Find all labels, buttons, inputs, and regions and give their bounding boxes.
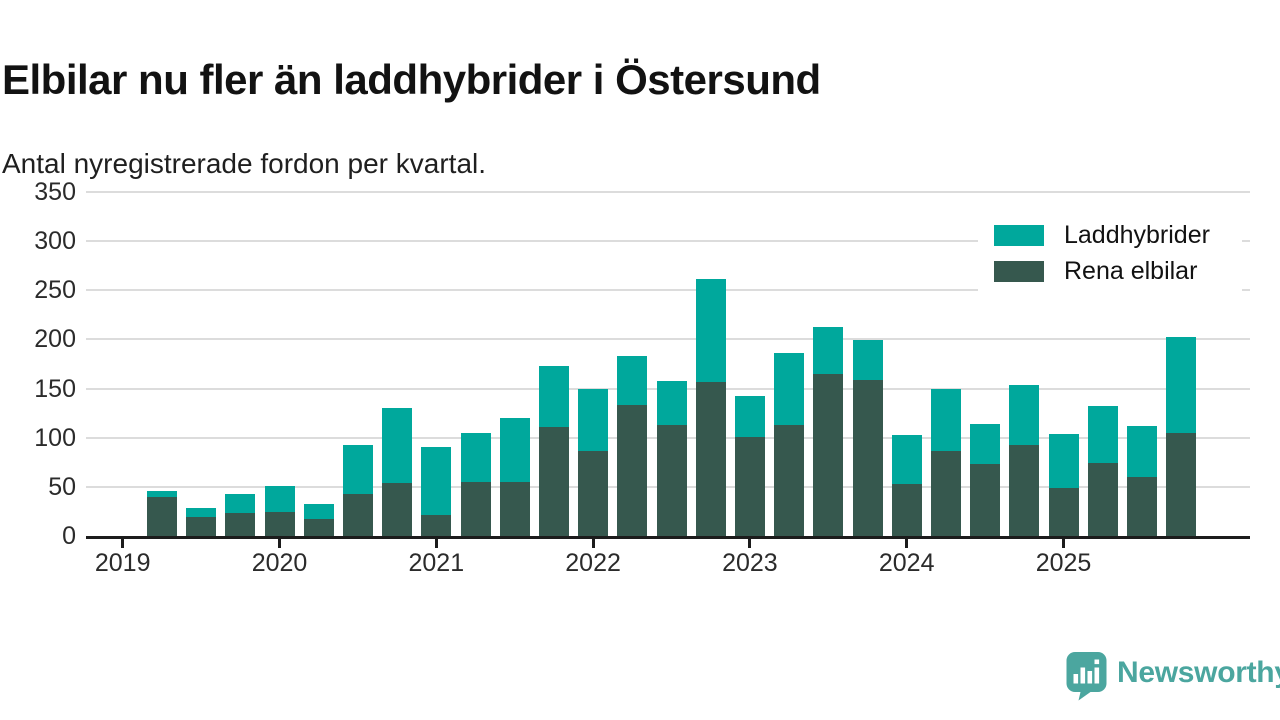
y-tick-label: 350	[34, 178, 76, 206]
bar-2022-Q4-laddhybrider	[695, 278, 726, 382]
bar-2022-Q3-rena-elbilar	[656, 424, 687, 536]
bar-2024-Q2-rena-elbilar	[930, 450, 961, 536]
bar-2024-Q1-rena-elbilar	[891, 483, 922, 536]
bar-2020-Q2-rena-elbilar	[303, 519, 334, 536]
bar-2025-Q4-laddhybrider	[1166, 337, 1197, 433]
bar-2023-Q4-rena-elbilar	[852, 379, 883, 536]
bar-2025-Q1-rena-elbilar	[1048, 487, 1079, 536]
x-tick-2023	[748, 539, 752, 548]
plot-area	[86, 191, 1250, 548]
bar-2019-Q4-laddhybrider	[225, 493, 256, 514]
y-tick-label: 100	[34, 423, 76, 452]
x-tick-2019	[121, 539, 125, 548]
y-tick-label: 250	[34, 276, 76, 305]
bar-2023-Q2-rena-elbilar	[774, 424, 805, 536]
bar-2021-Q4-rena-elbilar	[538, 426, 569, 536]
bar-2022-Q1-rena-elbilar	[578, 450, 609, 536]
x-tick-label-2025: 2025	[1035, 549, 1092, 577]
x-tick-label-2023: 2023	[722, 549, 778, 577]
bar-2020-Q1-laddhybrider	[264, 485, 295, 513]
page-subtitle: Antal nyregistrerade fordon per kvartal.	[2, 148, 487, 179]
y-tick-label: 300	[34, 227, 76, 256]
x-tick-2025	[1062, 539, 1065, 548]
bar-2020-Q4-laddhybrider	[382, 408, 413, 483]
x-tick-label-2019: 2019	[94, 549, 151, 577]
bar-2022-Q1-laddhybrider	[578, 388, 609, 451]
bar-2023-Q3-rena-elbilar	[813, 373, 844, 536]
gridline-250	[86, 289, 1250, 292]
bar-2020-Q3-rena-elbilar	[342, 493, 373, 536]
legend: Laddhybrider Rena elbilar	[978, 206, 1242, 303]
bar-2020-Q2-laddhybrider	[303, 503, 334, 520]
bar-2025-Q2-laddhybrider	[1087, 406, 1118, 464]
bar-2023-Q1-rena-elbilar	[734, 436, 765, 536]
x-tick-2022	[591, 539, 595, 548]
bar-2022-Q2-laddhybrider	[617, 356, 648, 406]
bar-2021-Q4-laddhybrider	[538, 365, 569, 427]
legend-item-laddhybrider: Laddhybrider	[994, 221, 1242, 250]
y-axis: 0 50 100 150 200 250 300 350	[0, 178, 76, 550]
x-tick-2024	[905, 539, 909, 548]
bar-2022-Q2-rena-elbilar	[617, 405, 648, 536]
x-tick-label-2022: 2022	[565, 549, 621, 577]
x-tick-2021	[434, 539, 438, 548]
bar-2019-Q3-rena-elbilar	[186, 517, 217, 536]
bar-2019-Q2-laddhybrider	[146, 490, 177, 497]
speech-bubble-bar-chart-icon	[1066, 652, 1107, 701]
bar-2025-Q4-rena-elbilar	[1166, 432, 1197, 536]
bar-2022-Q4-rena-elbilar	[695, 381, 726, 536]
bar-2019-Q2-rena-elbilar	[146, 496, 177, 536]
legend-label: Rena elbilar	[1064, 257, 1198, 285]
bar-2024-Q1-laddhybrider	[891, 434, 922, 484]
x-tick-label-2024: 2024	[878, 549, 935, 577]
legend-swatch-rena-elbilar	[994, 261, 1044, 282]
bar-2020-Q1-rena-elbilar	[264, 512, 295, 536]
bar-2021-Q3-rena-elbilar	[499, 481, 530, 536]
y-tick-label: 0	[62, 522, 76, 550]
brand-footer: Newsworthy	[1066, 652, 1280, 701]
bar-2024-Q3-rena-elbilar	[970, 464, 1001, 536]
bar-2024-Q2-laddhybrider	[930, 388, 961, 451]
gridline-300	[86, 240, 1250, 243]
y-tick-label: 50	[48, 472, 76, 501]
bar-2024-Q3-laddhybrider	[970, 423, 1001, 465]
bar-2020-Q3-laddhybrider	[342, 444, 373, 494]
bar-2020-Q4-rena-elbilar	[382, 482, 413, 536]
bar-2025-Q1-laddhybrider	[1048, 433, 1079, 488]
legend-label: Laddhybrider	[1064, 221, 1210, 249]
bar-2021-Q2-laddhybrider	[460, 432, 491, 482]
bar-2023-Q1-laddhybrider	[734, 396, 765, 437]
bar-2023-Q2-laddhybrider	[774, 353, 805, 425]
brand-name: Newsworthy	[1117, 656, 1280, 689]
bar-2024-Q4-laddhybrider	[1009, 384, 1040, 445]
bar-2025-Q3-rena-elbilar	[1126, 477, 1157, 536]
x-tick-label-2020: 2020	[251, 549, 308, 577]
x-tick-2020	[278, 539, 281, 548]
bar-2019-Q4-rena-elbilar	[225, 513, 256, 536]
legend-item-rena-elbilar: Rena elbilar	[994, 257, 1242, 286]
bar-2021-Q2-rena-elbilar	[460, 481, 491, 536]
bar-2024-Q4-rena-elbilar	[1009, 444, 1040, 536]
gridline-200	[86, 338, 1250, 341]
y-tick-label: 200	[34, 325, 76, 354]
bar-2023-Q4-laddhybrider	[852, 340, 883, 380]
bar-2025-Q3-laddhybrider	[1126, 425, 1157, 478]
bar-2021-Q1-laddhybrider	[421, 446, 452, 516]
bar-2022-Q3-laddhybrider	[656, 380, 687, 425]
bar-2021-Q3-laddhybrider	[499, 418, 530, 482]
gridline-350	[86, 191, 1250, 193]
bar-2021-Q1-rena-elbilar	[421, 515, 452, 536]
bar-2025-Q2-rena-elbilar	[1087, 463, 1118, 536]
legend-swatch-laddhybrider	[994, 225, 1044, 246]
page-title: Elbilar nu fler än laddhybrider i Östers…	[2, 56, 821, 104]
x-tick-label-2021: 2021	[408, 549, 465, 577]
y-tick-label: 150	[34, 374, 76, 403]
bar-2023-Q3-laddhybrider	[813, 326, 844, 374]
bar-2019-Q3-laddhybrider	[186, 508, 217, 518]
